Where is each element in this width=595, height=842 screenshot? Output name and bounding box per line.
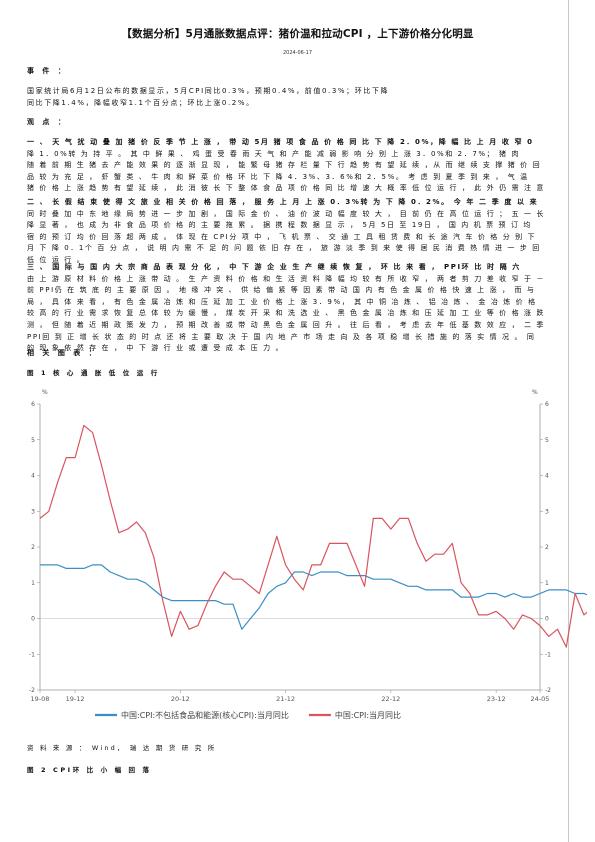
paragraph-line: 局 ， 具 体 来 看 ， 有 色 金 属 冶 炼 和 压 延 加 工 业 价 … <box>27 297 537 306</box>
paragraph-line: 一 、 天 气 扰 动 叠 加 猪 价 反 季 节 上 涨 ， 带 动 5月 猪… <box>27 138 534 146</box>
chart-axes: % % -2 -2 -1 -1 0 0 1 1 2 2 3 3 4 4 5 5 6 6 19-08 19-12 20-12 2… <box>29 389 551 703</box>
paragraph-line: 降 显 著 ， 也 成 为 非 食 品 项 价 格 的 主 要 拖 累 。 据 … <box>27 221 532 230</box>
y-tick-label-right: 5 <box>545 437 549 444</box>
y-tick-label-right: 6 <box>545 401 549 408</box>
chart-series <box>39 424 587 648</box>
paragraph-line: 二 、 长 假 结 束 使 得 文 旅 业 相 关 价 格 回 落 ， 服 务 … <box>27 198 539 206</box>
x-tick-label: 19-12 <box>66 695 85 703</box>
paragraph-line: 同 时 叠 加 中 东 地 缘 局 势 进 一 步 加 剧 ， 国 际 金 价 … <box>27 209 546 218</box>
event-text: 国家统计局6月12日公布的数据显示，5月CPI同比0.3%，预期0.4%，前值0… <box>27 86 567 109</box>
related-charts-heading: 相 关 图 表 ： <box>27 349 99 357</box>
paragraph-line: 三 、 国 际 与 国 内 大 宗 商 品 表 现 分 化 ， 中 下 游 企 … <box>27 263 521 271</box>
paragraph-2: 二 、 长 假 结 束 使 得 文 旅 业 相 关 价 格 回 落 ， 服 务 … <box>27 197 567 267</box>
paragraph-line: 降 1．0%转 为 持 平 。 其 中 鲜 果 、 鸡 蛋 受 春 雨 天 气 … <box>27 149 521 158</box>
y-tick-label-left: 6 <box>31 401 35 408</box>
y-tick-label-left: 1 <box>31 580 35 587</box>
legend-label-1: 中国:CPI:当月同比 <box>335 710 401 720</box>
paragraph-3: 三 、 国 际 与 国 内 大 宗 商 品 表 现 分 化 ， 中 下 游 企 … <box>27 262 567 355</box>
event-heading: 事 件 ： <box>27 67 68 75</box>
y-tick-label-right: -1 <box>545 651 551 658</box>
x-tick-label: 22-12 <box>381 695 400 703</box>
chart-source: 资 料 来 源 ： Wind， 瑞 达 期 货 研 究 所 <box>27 744 217 752</box>
y-tick-label-right: -2 <box>545 687 551 694</box>
paragraph-1: 一 、 天 气 扰 动 叠 加 猪 价 反 季 节 上 涨 ， 带 动 5月 猪… <box>27 137 567 195</box>
paragraph-line: 月 下 降 0．1个 百 分 点 ， 说 明 内 需 不 足 的 问 题 依 旧… <box>27 244 541 253</box>
x-tick-label: 24-05 <box>531 695 550 703</box>
left-axis-unit: % <box>42 389 48 396</box>
paragraph-line: 测 ， 但 随 着 近 期 政 策 发 力 ， 预 期 改 善 或 带 动 黑 … <box>27 320 546 329</box>
x-tick-label: 19-08 <box>31 695 50 703</box>
y-tick-label-right: 2 <box>545 544 549 551</box>
figure-2-caption: 图 2 CPI环 比 小 幅 回 落 <box>27 766 152 774</box>
y-tick-label-left: 5 <box>31 437 35 444</box>
paragraph-line: 低 位 运 行 。 <box>27 255 86 264</box>
report-date: 2024-06-17 <box>282 50 313 56</box>
y-tick-label-left: -1 <box>29 651 35 658</box>
y-tick-label-left: -2 <box>29 687 35 694</box>
paragraph-line: PPI回 到 正 增 长 状 态 的 时 点 还 将 主 要 取 决 于 国 内… <box>27 332 536 341</box>
figure-1-caption: 图 1 核 心 通 胀 低 位 运 行 <box>27 369 160 377</box>
paragraph-line: 前 PPI仍 在 筑 底 的 主 要 原 因 。 地 缘 冲 突 、 供 给 偏… <box>27 286 536 295</box>
view-heading: 观 点 ： <box>27 118 68 126</box>
series-line-0 <box>40 564 587 630</box>
y-tick-label-right: 4 <box>545 473 549 480</box>
paragraph-line: 由 上 游 原 材 料 价 格 上 涨 带 动 。 生 产 资 料 价 格 和 … <box>27 274 546 283</box>
x-tick-label: 20-12 <box>171 695 190 703</box>
paragraph-line: 随 着 前 期 生 猪 去 产 能 效 果 的 逐 渐 显 现 ， 能 繁 母 … <box>27 161 542 170</box>
core-inflation-chart: % % -2 -2 -1 -1 0 0 1 1 2 2 3 3 4 4 5 5 6 6 19-08 19-12 20-12 2… <box>29 389 587 720</box>
y-tick-label-right: 0 <box>545 616 549 623</box>
paragraph-line: 猪 价 格 上 涨 趋 势 有 望 延 续 ， 此 消 彼 长 下 整 体 食 … <box>27 184 546 193</box>
y-tick-label-left: 4 <box>31 473 35 480</box>
event-line: 国家统计局6月12日公布的数据显示，5月CPI同比0.3%，预期0.4%，前值0… <box>27 87 390 95</box>
y-tick-label-left: 3 <box>31 508 35 515</box>
y-tick-label-left: 0 <box>31 616 35 623</box>
y-tick-label-right: 3 <box>545 508 549 515</box>
event-line: 同比下降1.4%，降幅收窄1.1个百分点；环比上涨0.2%。 <box>27 98 255 107</box>
series-line-1 <box>39 424 587 648</box>
x-tick-label: 21-12 <box>276 695 295 703</box>
right-axis-unit: % <box>532 389 538 396</box>
chart-legend: 中国:CPI:不包括食品和能源(核心CPI):当月同比 中国:CPI:当月同比 <box>95 710 401 720</box>
paragraph-line: 较 高 的 行 业 需 求 恢 复 总 体 较 为 缓 慢 ， 煤 炭 开 采 … <box>27 309 546 318</box>
paragraph-line: 宿 的 预 订 均 价 回 落 超 两 成 。 体 现 在 CPI分 项 中 ，… <box>27 232 537 241</box>
paragraph-line: 的 现 象 依 然 存 在 ， 中 下 游 行 业 或 遭 受 成 本 压 力 … <box>27 344 285 353</box>
y-tick-label-left: 2 <box>31 544 35 551</box>
y-tick-label-right: 1 <box>545 580 549 587</box>
paragraph-line: 品 较 为 充 足 ， 虾 蟹 类 、 牛 肉 和 鲜 菜 价 格 环 比 下 … <box>27 172 529 181</box>
report-title: 【数据分析】5月通胀数据点评：猪价温和拉动CPI ，上下游价格分化明显 <box>121 28 474 40</box>
x-tick-label: 23-12 <box>487 695 506 703</box>
page-border <box>568 0 569 842</box>
legend-label-0: 中国:CPI:不包括食品和能源(核心CPI):当月同比 <box>121 710 289 720</box>
